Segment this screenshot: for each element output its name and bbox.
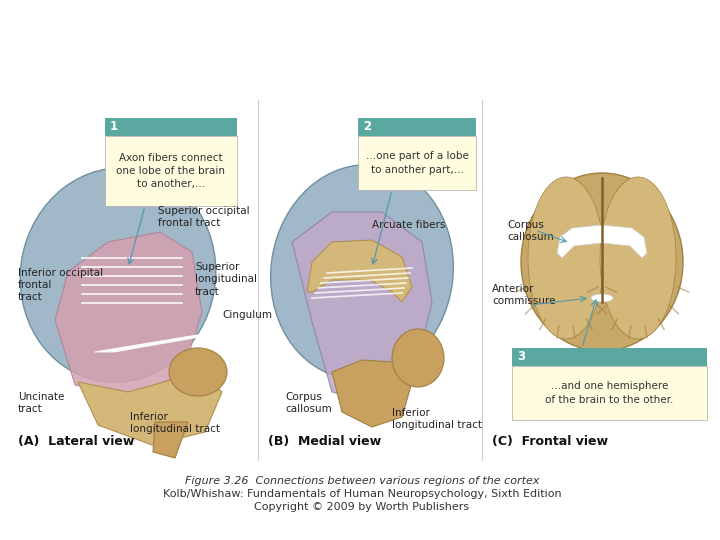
FancyBboxPatch shape xyxy=(358,136,476,190)
Text: Inferior occipital
frontal
tract: Inferior occipital frontal tract xyxy=(18,268,103,302)
FancyBboxPatch shape xyxy=(512,366,707,420)
Text: Inferior
longitudinal tract: Inferior longitudinal tract xyxy=(392,408,482,430)
Text: Corpus
callosum: Corpus callosum xyxy=(285,392,332,414)
Polygon shape xyxy=(292,212,432,402)
Text: Superior
longitudinal
tract: Superior longitudinal tract xyxy=(195,262,257,297)
FancyBboxPatch shape xyxy=(358,118,476,136)
Ellipse shape xyxy=(521,173,683,351)
FancyBboxPatch shape xyxy=(105,136,237,206)
Text: Inferior
longitudinal tract: Inferior longitudinal tract xyxy=(130,412,220,434)
Text: Axon fibers connect
one lobe of the brain
to another,...: Axon fibers connect one lobe of the brai… xyxy=(117,153,225,189)
Text: Corpus
callosum: Corpus callosum xyxy=(507,220,554,242)
Polygon shape xyxy=(332,360,412,427)
Polygon shape xyxy=(307,240,412,302)
Text: Kolb/Whishaw: Fundamentals of Human Neuropsychology, Sixth Edition: Kolb/Whishaw: Fundamentals of Human Neur… xyxy=(163,489,562,499)
Text: 1: 1 xyxy=(110,120,118,133)
Text: Anterior
commissure: Anterior commissure xyxy=(492,284,556,306)
Text: Copyright © 2009 by Worth Publishers: Copyright © 2009 by Worth Publishers xyxy=(254,502,469,512)
Text: ...one part of a lobe
to another part,...: ...one part of a lobe to another part,..… xyxy=(366,151,469,174)
Polygon shape xyxy=(557,225,647,258)
Text: ...and one hemisphere
of the brain to the other.: ...and one hemisphere of the brain to th… xyxy=(545,381,674,404)
FancyBboxPatch shape xyxy=(105,118,237,136)
Text: (B)  Medial view: (B) Medial view xyxy=(268,435,381,448)
Text: (A)  Lateral view: (A) Lateral view xyxy=(18,435,135,448)
Polygon shape xyxy=(78,372,222,445)
Ellipse shape xyxy=(528,177,604,339)
Text: Uncinate
tract: Uncinate tract xyxy=(18,392,64,414)
Text: 2: 2 xyxy=(363,120,371,133)
Ellipse shape xyxy=(591,294,613,302)
FancyBboxPatch shape xyxy=(512,348,707,366)
Text: 3: 3 xyxy=(517,350,525,363)
Text: Figure 3.26  Connections between various regions of the cortex: Figure 3.26 Connections between various … xyxy=(185,476,539,486)
Ellipse shape xyxy=(20,168,216,382)
Ellipse shape xyxy=(271,165,454,379)
Text: Superior occipital
frontal tract: Superior occipital frontal tract xyxy=(158,206,250,228)
Polygon shape xyxy=(55,232,202,395)
Ellipse shape xyxy=(600,177,676,339)
Polygon shape xyxy=(153,422,188,458)
Text: (C)  Frontal view: (C) Frontal view xyxy=(492,435,608,448)
Text: Cingulum: Cingulum xyxy=(222,310,272,320)
Ellipse shape xyxy=(392,329,444,387)
Ellipse shape xyxy=(169,348,227,396)
Text: Arcuate fibers: Arcuate fibers xyxy=(372,220,446,230)
